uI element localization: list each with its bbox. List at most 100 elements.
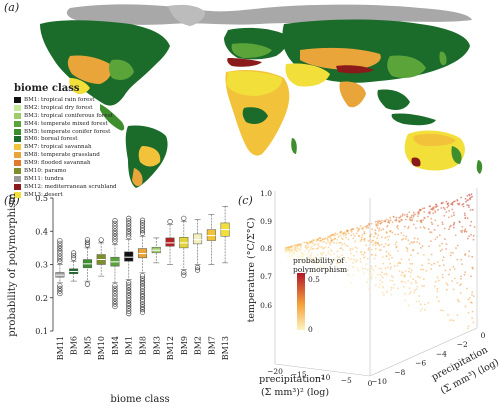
tundra-north [66, 4, 472, 25]
scatter-point [405, 235, 408, 238]
scatter-point [328, 242, 331, 245]
scatter-point [398, 217, 400, 219]
scatter-point [371, 228, 374, 231]
outlier [126, 223, 132, 229]
scatter-point [422, 278, 425, 280]
scatter-point [449, 268, 451, 271]
scatter-point [464, 271, 467, 274]
scatter-point [421, 245, 424, 247]
scatter-point [313, 244, 315, 247]
outlier [126, 226, 132, 232]
outlier [57, 258, 63, 265]
scatter-point [381, 281, 384, 284]
scatter-point [471, 255, 474, 258]
outlier [126, 285, 132, 291]
scatter-point [370, 267, 373, 270]
scatter-point [389, 262, 392, 265]
scatter-point [388, 222, 391, 224]
scatter-point [464, 214, 466, 217]
scatter-point [438, 264, 441, 267]
scatter-point [406, 248, 409, 250]
scatter-point [345, 244, 347, 247]
scatter-point [319, 264, 322, 267]
x-tick-label: BM12 [166, 336, 175, 360]
europe-mixed [231, 43, 272, 58]
scatter-point [456, 199, 459, 202]
scatter-point [468, 235, 470, 238]
scatter-point [460, 283, 463, 285]
outlier [112, 236, 118, 242]
scatter-point [441, 259, 444, 262]
scatter-point [303, 241, 306, 244]
legend-label: BM5: temperate conifer forest [24, 128, 111, 135]
scatter-point [378, 286, 380, 289]
scatter-point [380, 249, 382, 251]
scatter-point [374, 229, 377, 232]
scatter-point [414, 279, 417, 282]
outlier [126, 303, 132, 309]
na-grassland [67, 55, 112, 84]
scatter-point [370, 222, 373, 225]
outlier [126, 298, 132, 304]
scatter-point [457, 300, 460, 303]
scatter-point [417, 215, 419, 218]
scatter-point [349, 249, 352, 252]
x-tick-label: −20 [267, 367, 283, 376]
legend-swatch [14, 104, 21, 111]
scatter-point [297, 249, 300, 252]
scatter-point [443, 227, 446, 230]
scatter-point [334, 274, 337, 277]
legend-label: BM7: tropical savannah [24, 144, 92, 151]
scatter-point [340, 247, 343, 250]
central-asia-grass [300, 47, 381, 70]
scatter-point [381, 219, 383, 222]
panel-label-a: (a) [4, 1, 20, 14]
scatter-point [411, 218, 413, 220]
scatter-point [400, 280, 403, 283]
scatter-point [452, 288, 455, 291]
scatter-point [408, 211, 411, 214]
scatter-point [390, 293, 393, 296]
scatter-point [450, 215, 453, 218]
outlier [112, 298, 118, 304]
scatter-point [415, 288, 418, 290]
outlier [195, 264, 201, 271]
scatter-point [406, 250, 409, 252]
scatter-point [450, 251, 452, 254]
scatter-point [370, 241, 373, 243]
scatter-point [339, 247, 341, 250]
scatter-point [296, 243, 299, 246]
scatter-point [438, 234, 441, 237]
scatter-point [373, 257, 376, 260]
scatter-point [383, 220, 385, 223]
outlier [126, 279, 132, 286]
scatter-point [401, 271, 404, 274]
scatter-point [433, 262, 436, 265]
scatter-point [386, 266, 389, 269]
box-BM3: BM3 [151, 237, 161, 355]
scatter-point [441, 221, 444, 224]
scatter-point [456, 202, 459, 205]
scatter-point [312, 242, 315, 245]
scatter-point [451, 280, 453, 282]
scatter-point [464, 254, 466, 256]
scatter-point [451, 208, 454, 211]
scatter-point [325, 269, 328, 272]
x-tick-label: BM8 [139, 336, 148, 355]
scatter-point [375, 224, 378, 227]
scatter-point [452, 211, 455, 214]
y-tick-label: −2 [457, 340, 468, 349]
scatter-point [403, 225, 406, 228]
scatter-point [349, 229, 352, 231]
scatter-point [327, 236, 329, 238]
scatter-point [445, 288, 448, 291]
scatter-point [362, 226, 364, 229]
legend-item: BM4: temperate mixed forest [14, 120, 117, 128]
scatter-point [348, 258, 351, 261]
scatter-point [400, 232, 403, 234]
box-BM5: BM5 [82, 237, 92, 355]
scatter-point [394, 219, 397, 222]
scatter-point [465, 230, 468, 233]
scatter-point [433, 228, 436, 231]
box-BM9: BM9 [179, 215, 189, 355]
